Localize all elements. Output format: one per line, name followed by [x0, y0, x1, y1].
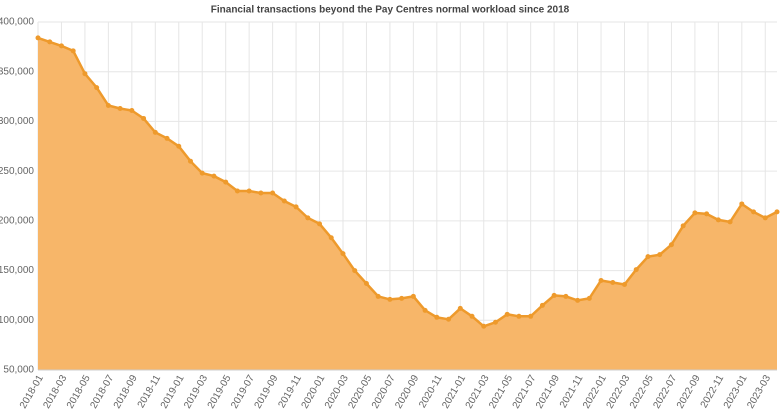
point	[176, 143, 182, 149]
point	[539, 302, 545, 308]
point	[129, 107, 135, 113]
point	[340, 251, 346, 257]
point	[622, 281, 628, 287]
point	[410, 293, 416, 299]
point	[422, 307, 428, 313]
point	[457, 305, 463, 311]
point	[751, 209, 757, 215]
x-tick-label: 2023-03	[745, 373, 773, 409]
y-tick-label: 350,000	[0, 66, 34, 77]
y-tick-label: 300,000	[0, 116, 34, 127]
point	[141, 115, 147, 121]
point	[317, 221, 323, 227]
y-tick-label: 250,000	[0, 166, 34, 177]
point	[692, 210, 698, 216]
point	[469, 313, 475, 319]
point	[434, 314, 440, 320]
point	[82, 71, 88, 77]
chart-title: Financial transactions beyond the Pay Ce…	[211, 5, 570, 16]
y-tick-label: 400,000	[0, 17, 34, 28]
point	[305, 215, 311, 221]
point	[211, 173, 217, 179]
point	[387, 296, 393, 302]
point	[762, 215, 768, 221]
point	[586, 295, 592, 301]
point	[492, 319, 498, 325]
point	[598, 278, 604, 284]
point	[234, 188, 240, 194]
point	[35, 35, 41, 41]
point	[563, 293, 569, 299]
point	[575, 297, 581, 303]
point	[399, 295, 405, 301]
point	[152, 129, 158, 135]
point	[105, 103, 111, 109]
point	[610, 280, 616, 286]
y-tick-label: 50,000	[3, 365, 34, 376]
point	[481, 323, 487, 329]
point	[680, 223, 686, 229]
point	[94, 85, 100, 91]
point	[668, 242, 674, 248]
point	[70, 48, 76, 54]
point	[328, 235, 334, 241]
point	[657, 252, 663, 258]
line	[37, 36, 778, 328]
point	[633, 267, 639, 273]
point	[363, 280, 369, 286]
point	[704, 211, 710, 217]
point	[645, 254, 651, 260]
point	[375, 293, 381, 299]
point	[187, 158, 193, 164]
point	[516, 313, 522, 319]
y-tick-label: 150,000	[0, 265, 34, 276]
area	[38, 37, 777, 371]
point	[281, 198, 287, 204]
point	[223, 179, 229, 185]
point	[164, 135, 170, 141]
point	[774, 209, 780, 215]
point	[352, 268, 358, 274]
point	[199, 170, 205, 176]
point	[727, 219, 733, 225]
point	[528, 313, 534, 319]
point	[446, 316, 452, 322]
point	[715, 217, 721, 223]
y-tick-label: 100,000	[0, 315, 34, 326]
point	[117, 106, 123, 112]
y-tick-label: 200,000	[0, 215, 34, 226]
point	[270, 190, 276, 196]
point	[739, 201, 745, 207]
point	[246, 188, 252, 194]
point	[293, 204, 299, 210]
point	[551, 292, 557, 298]
point	[504, 311, 510, 317]
point	[47, 39, 53, 45]
point	[258, 190, 264, 196]
point	[58, 43, 64, 49]
